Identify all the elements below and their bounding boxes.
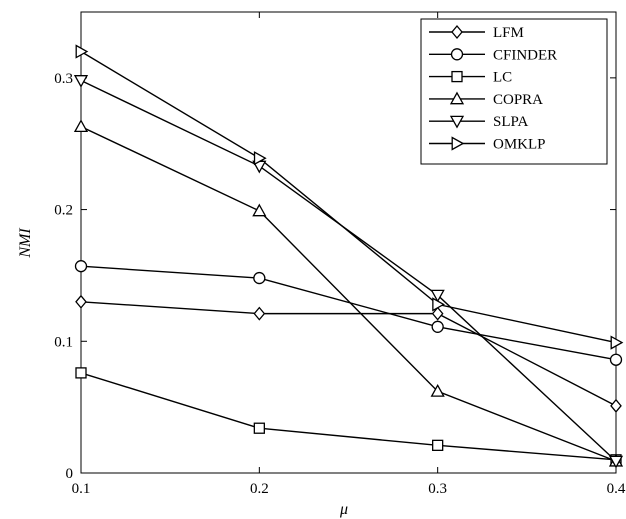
x-tick-label: 0.4 [607, 481, 626, 497]
data-point-slpa [73, 75, 89, 88]
legend-label-lfm: LFM [493, 25, 524, 41]
x-axis-title: μ [339, 501, 348, 518]
data-point-lc [432, 439, 444, 451]
legend-marker-omklp [451, 136, 465, 151]
data-point-lfm [253, 306, 266, 321]
legend-marker-slpa [449, 115, 465, 129]
series-lines [80, 50, 617, 462]
data-point-copra [430, 383, 445, 397]
data-point-omklp [432, 297, 446, 312]
data-point-lfm [75, 294, 87, 309]
legend-marker-cfinder [450, 48, 464, 61]
legend-label-slpa: SLPA [493, 114, 528, 130]
data-point-copra [73, 119, 89, 133]
legend-marker-lfm [451, 24, 463, 40]
series-markers [73, 44, 624, 469]
series-line-lc [80, 372, 617, 461]
data-point-slpa [430, 289, 445, 303]
legend-marker-lc [451, 70, 463, 83]
data-point-omklp [75, 44, 89, 59]
y-tick-label: 0.2 [54, 203, 73, 219]
legend-label-cfinder: CFINDER [493, 47, 557, 63]
legend: LFM CFINDER LC COPRA SLPA OMKLP [420, 18, 608, 165]
data-point-copra [252, 203, 267, 217]
data-point-cfinder [431, 320, 444, 333]
y-axis-title: NMI [17, 228, 34, 259]
data-point-slpa [608, 455, 624, 469]
x-tick-label: 0.2 [250, 481, 269, 497]
series-line-cfinder [80, 265, 617, 361]
data-point-lc [75, 367, 87, 379]
data-point-cfinder [609, 353, 623, 366]
data-point-lfm [431, 306, 444, 321]
legend-marker-copra [449, 91, 465, 105]
legend-label-copra: COPRA [493, 92, 543, 108]
y-tick-label: 0 [66, 466, 74, 482]
series-line-lfm [80, 301, 617, 407]
legend-label-lc: LC [493, 70, 512, 86]
series-line-copra [80, 125, 617, 462]
data-point-cfinder [74, 260, 88, 273]
data-point-omklp [610, 335, 624, 350]
data-point-lc [253, 422, 265, 434]
y-tick-label: 0.3 [54, 71, 73, 87]
data-point-cfinder [253, 271, 266, 285]
x-tick-label: 0.1 [72, 481, 91, 497]
data-point-lfm [610, 398, 622, 413]
y-tick-label: 0.1 [54, 334, 73, 350]
legend-label-omklp: OMKLP [493, 137, 546, 153]
x-tick-label: 0.3 [428, 481, 447, 497]
series-line-omklp [80, 50, 617, 344]
data-point-omklp [253, 151, 267, 166]
legend-box [420, 18, 608, 165]
